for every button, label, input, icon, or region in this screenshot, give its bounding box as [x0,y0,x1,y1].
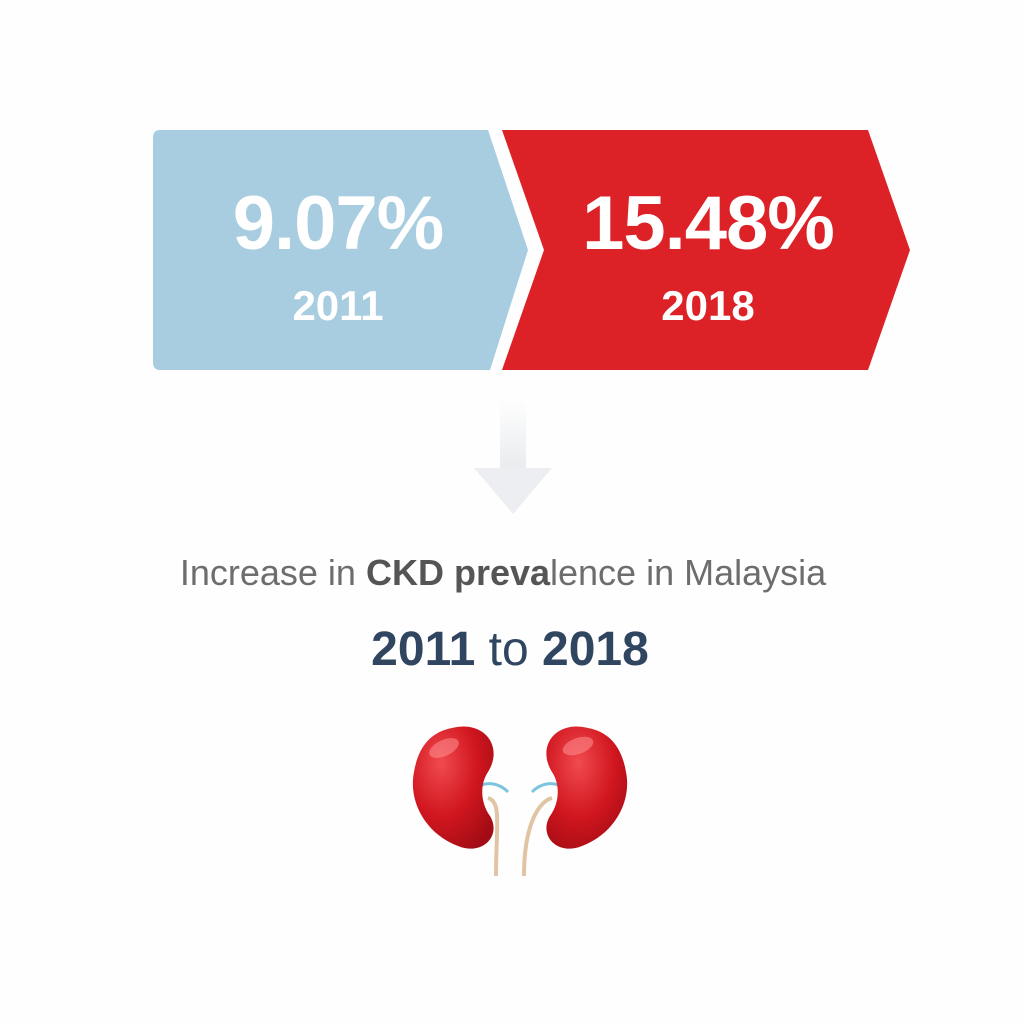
kidneys-icon [412,726,628,877]
value-2011: 9.07% [232,181,445,266]
caption-tail: lence in Malaysia [550,552,827,593]
caption-emphasis: CKD preva [365,552,551,593]
comparison-panels [153,130,910,370]
year-2018: 2018 [661,282,755,329]
panel-2011 [153,130,528,370]
range-connector: to [488,623,529,676]
arrow-down-icon [474,396,552,514]
panel-2018 [502,130,910,370]
range-start: 2011 [371,623,476,676]
range-end: 2018 [542,623,649,676]
caption: Increase in CKD prevalence in Malaysia [0,552,1006,594]
value-2018: 15.48% [582,181,835,266]
caption-lead: Increase in [179,552,366,593]
year-range: 2011 to 2018 [0,622,1020,677]
year-2011: 2011 [292,282,384,329]
